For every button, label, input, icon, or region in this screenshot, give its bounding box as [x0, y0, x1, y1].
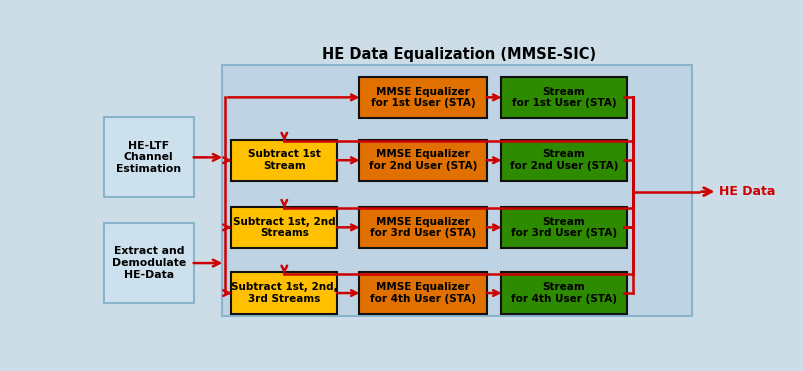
- Text: MMSE Equalizer
for 4th User (STA): MMSE Equalizer for 4th User (STA): [369, 282, 475, 304]
- Text: MMSE Equalizer
for 3rd User (STA): MMSE Equalizer for 3rd User (STA): [369, 217, 475, 238]
- Text: Stream
for 4th User (STA): Stream for 4th User (STA): [511, 282, 617, 304]
- Text: Stream
for 1st User (STA): Stream for 1st User (STA): [512, 86, 616, 108]
- Text: MMSE Equalizer
for 2nd User (STA): MMSE Equalizer for 2nd User (STA): [369, 150, 476, 171]
- Text: HE Data Equalization (MMSE-SIC): HE Data Equalization (MMSE-SIC): [321, 47, 595, 62]
- FancyBboxPatch shape: [500, 272, 626, 314]
- Text: HE Data: HE Data: [719, 185, 775, 198]
- FancyBboxPatch shape: [231, 272, 337, 314]
- Text: HE-LTF
Channel
Estimation: HE-LTF Channel Estimation: [116, 141, 181, 174]
- Text: Subtract 1st, 2nd
Streams: Subtract 1st, 2nd Streams: [233, 217, 335, 238]
- FancyBboxPatch shape: [231, 139, 337, 181]
- FancyBboxPatch shape: [222, 65, 691, 316]
- Text: Extract and
Demodulate
HE-Data: Extract and Demodulate HE-Data: [112, 246, 185, 280]
- FancyBboxPatch shape: [231, 207, 337, 248]
- FancyBboxPatch shape: [104, 223, 194, 303]
- Text: Subtract 1st
Stream: Subtract 1st Stream: [247, 150, 320, 171]
- FancyBboxPatch shape: [500, 139, 626, 181]
- FancyBboxPatch shape: [359, 139, 487, 181]
- FancyBboxPatch shape: [104, 117, 194, 197]
- Text: MMSE Equalizer
for 1st User (STA): MMSE Equalizer for 1st User (STA): [370, 86, 475, 108]
- FancyBboxPatch shape: [500, 207, 626, 248]
- Text: Subtract 1st, 2nd,
3rd Streams: Subtract 1st, 2nd, 3rd Streams: [230, 282, 337, 304]
- FancyBboxPatch shape: [359, 272, 487, 314]
- FancyBboxPatch shape: [500, 77, 626, 118]
- Text: Stream
for 3rd User (STA): Stream for 3rd User (STA): [511, 217, 617, 238]
- Text: Stream
for 2nd User (STA): Stream for 2nd User (STA): [509, 150, 618, 171]
- FancyBboxPatch shape: [359, 207, 487, 248]
- FancyBboxPatch shape: [359, 77, 487, 118]
